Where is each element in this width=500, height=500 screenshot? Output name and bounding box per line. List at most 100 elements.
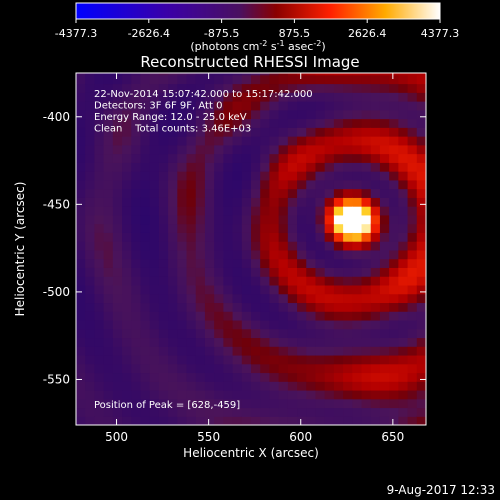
heatmap-cell: [333, 381, 344, 391]
heatmap-cell: [251, 354, 261, 365]
heatmap-cell: [223, 101, 234, 111]
heatmap-cell: [306, 311, 317, 321]
heatmap-cell: [379, 381, 390, 391]
heatmap-cell: [103, 249, 114, 260]
heatmap-cell: [251, 153, 261, 163]
heatmap-cell: [103, 407, 114, 417]
heatmap-cell: [398, 389, 409, 400]
heatmap-cell: [131, 416, 142, 425]
heatmap-cell: [260, 179, 271, 190]
heatmap-cell: [389, 206, 399, 216]
heatmap-cell: [315, 73, 326, 76]
heatmap-cell: [94, 197, 105, 207]
heatmap-cell: [140, 197, 151, 207]
heatmap-cell: [85, 118, 96, 128]
heatmap-cell: [398, 118, 409, 128]
heatmap-cell: [389, 162, 399, 172]
heatmap-cell: [398, 337, 409, 347]
heatmap-cell: [251, 73, 261, 76]
heatmap-cell: [158, 258, 169, 268]
heatmap-cell: [122, 136, 132, 146]
heatmap-cell: [251, 206, 261, 216]
heatmap-cell: [204, 179, 215, 190]
heatmap-cell: [287, 258, 298, 268]
heatmap-cell: [112, 223, 123, 233]
heatmap-cell: [315, 293, 326, 304]
heatmap-cell: [379, 267, 390, 277]
heatmap-cell: [195, 267, 206, 277]
heatmap-cell: [76, 319, 86, 330]
plot-frame: [75, 72, 427, 426]
heatmap-cell: [149, 188, 160, 198]
heatmap-cell: [232, 223, 243, 233]
heatmap-cell: [407, 354, 418, 365]
heatmap-cell: [195, 258, 206, 268]
heatmap-cell: [76, 381, 86, 391]
heatmap-cell: [223, 302, 234, 312]
heatmap-cell: [370, 188, 381, 198]
heatmap-cell: [140, 398, 151, 409]
heatmap-cell: [204, 92, 215, 102]
heatmap-cell: [379, 328, 390, 339]
heatmap-cell: [315, 162, 326, 172]
heatmap-cell: [241, 127, 252, 137]
heatmap-cell: [149, 73, 160, 76]
heatmap-cell: [278, 416, 289, 425]
heatmap-cell: [343, 293, 353, 304]
heatmap-cell: [306, 284, 317, 295]
heatmap-cell: [416, 127, 426, 137]
heatmap-cell: [223, 363, 234, 374]
heatmap-cell: [287, 372, 298, 382]
heatmap-cell: [324, 389, 335, 400]
heatmap-cell: [214, 293, 224, 304]
heatmap-cell: [140, 381, 151, 391]
heatmap-cell: [407, 118, 418, 128]
heatmap-cell: [324, 319, 335, 330]
heatmap-cell: [131, 136, 142, 146]
heatmap-cell: [241, 197, 252, 207]
heatmap-cell: [389, 276, 399, 286]
heatmap-cell: [85, 223, 96, 233]
heatmap-cell: [214, 153, 224, 163]
heatmap-cell: [389, 302, 399, 312]
heatmap-cell: [140, 337, 151, 347]
heatmap-cell: [407, 398, 418, 409]
heatmap-cell: [324, 407, 335, 417]
heatmap-cell: [168, 232, 178, 242]
heatmap-cell: [103, 179, 114, 190]
heatmap-cell: [122, 302, 132, 312]
heatmap-cell: [149, 407, 160, 417]
heatmap-cell: [186, 171, 197, 181]
heatmap-cell: [416, 319, 426, 330]
heatmap-cell: [343, 188, 353, 198]
heatmap-cell: [251, 363, 261, 374]
heatmap-cell: [177, 381, 188, 391]
heatmap-cell: [223, 92, 234, 102]
heatmap-cell: [177, 188, 188, 198]
heatmap-cell: [76, 118, 86, 128]
y-axis-label: Heliocentric Y (arcsec): [13, 182, 27, 317]
heatmap-cell: [204, 101, 215, 111]
heatmap-cell: [324, 337, 335, 347]
heatmap-cell: [195, 293, 206, 304]
heatmap-cell: [241, 311, 252, 321]
heatmap-cell: [324, 162, 335, 172]
heatmap-cell: [131, 101, 142, 111]
heatmap-cell: [324, 302, 335, 312]
heatmap-cell: [186, 363, 197, 374]
heatmap-cell: [214, 258, 224, 268]
heatmap-cell: [223, 153, 234, 163]
heatmap-cell: [315, 284, 326, 295]
heatmap-cell: [343, 206, 353, 216]
heatmap-cell: [103, 232, 114, 242]
heatmap-cell: [287, 109, 298, 120]
heatmap-cell: [94, 346, 105, 356]
heatmap-cell: [140, 162, 151, 172]
heatmap-cell: [333, 416, 344, 425]
heatmap-cell: [195, 162, 206, 172]
heatmap-cell: [315, 118, 326, 128]
heatmap-cell: [389, 223, 399, 233]
heatmap-cell: [232, 337, 243, 347]
heatmap-cell: [122, 223, 132, 233]
heatmap-cell: [94, 214, 105, 225]
